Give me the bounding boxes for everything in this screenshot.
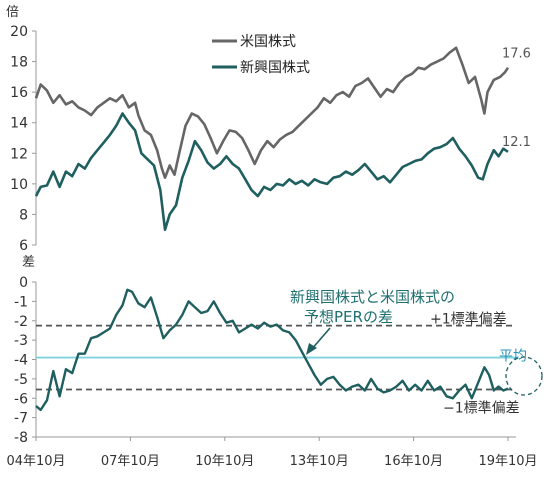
x-tick-label: 16年10月 [384, 454, 443, 469]
series-end-label: 17.6 [502, 47, 531, 62]
bottom-y-tick-label: -6 [14, 391, 28, 407]
top-y-tick-label: 16 [10, 85, 28, 101]
x-tick-label: 13年10月 [290, 454, 349, 469]
latest-value-highlight-circle [505, 356, 543, 396]
bottom-y-tick-label: -2 [14, 314, 28, 330]
bottom-y-tick-label: -3 [14, 333, 28, 349]
reference-label-average: 平均 [499, 349, 527, 365]
x-tick-label: 04年10月 [6, 454, 65, 469]
top-y-tick-label: 6 [19, 238, 28, 254]
legend-label: 米国株式 [240, 34, 296, 50]
bottom-y-tick-label: -7 [14, 411, 28, 427]
annotation-text-line: 新興国株式と米国株式の [290, 288, 455, 306]
series-line-us-equity [34, 46, 510, 179]
top-y-tick-label: 8 [19, 207, 28, 223]
series-line-per-difference [35, 288, 509, 412]
series-line-emerging-equity [34, 112, 509, 231]
bottom-y-tick-label: 0 [19, 275, 28, 291]
bottom-y-tick-label: -8 [14, 430, 28, 446]
top-unit-label: 倍 [6, 5, 19, 20]
top-y-tick-label: 20 [10, 24, 28, 40]
x-tick-label: 10年10月 [195, 454, 254, 469]
reference-label-minus-1sd: −1標準偏差 [443, 401, 520, 417]
x-tick-label: 19年10月 [478, 454, 537, 469]
annotation-arrow-head [306, 343, 317, 355]
annotation-text-line: 予想PERの差 [304, 308, 393, 326]
top-y-tick-label: 12 [10, 146, 28, 162]
bottom-unit-label: 差 [22, 255, 35, 270]
top-y-tick-label: 18 [10, 55, 28, 71]
top-y-tick-label: 14 [10, 116, 28, 132]
bottom-y-tick-label: -4 [14, 353, 28, 369]
top-y-tick-label: 10 [10, 177, 28, 193]
series-end-label: 12.1 [502, 135, 531, 150]
bottom-y-tick-label: -1 [14, 294, 28, 310]
reference-label-plus-1sd: +1標準偏差 [430, 312, 507, 328]
bottom-y-tick-label: -5 [14, 372, 28, 388]
x-tick-label: 07年10月 [101, 454, 160, 469]
legend-label: 新興国株式 [240, 60, 310, 76]
